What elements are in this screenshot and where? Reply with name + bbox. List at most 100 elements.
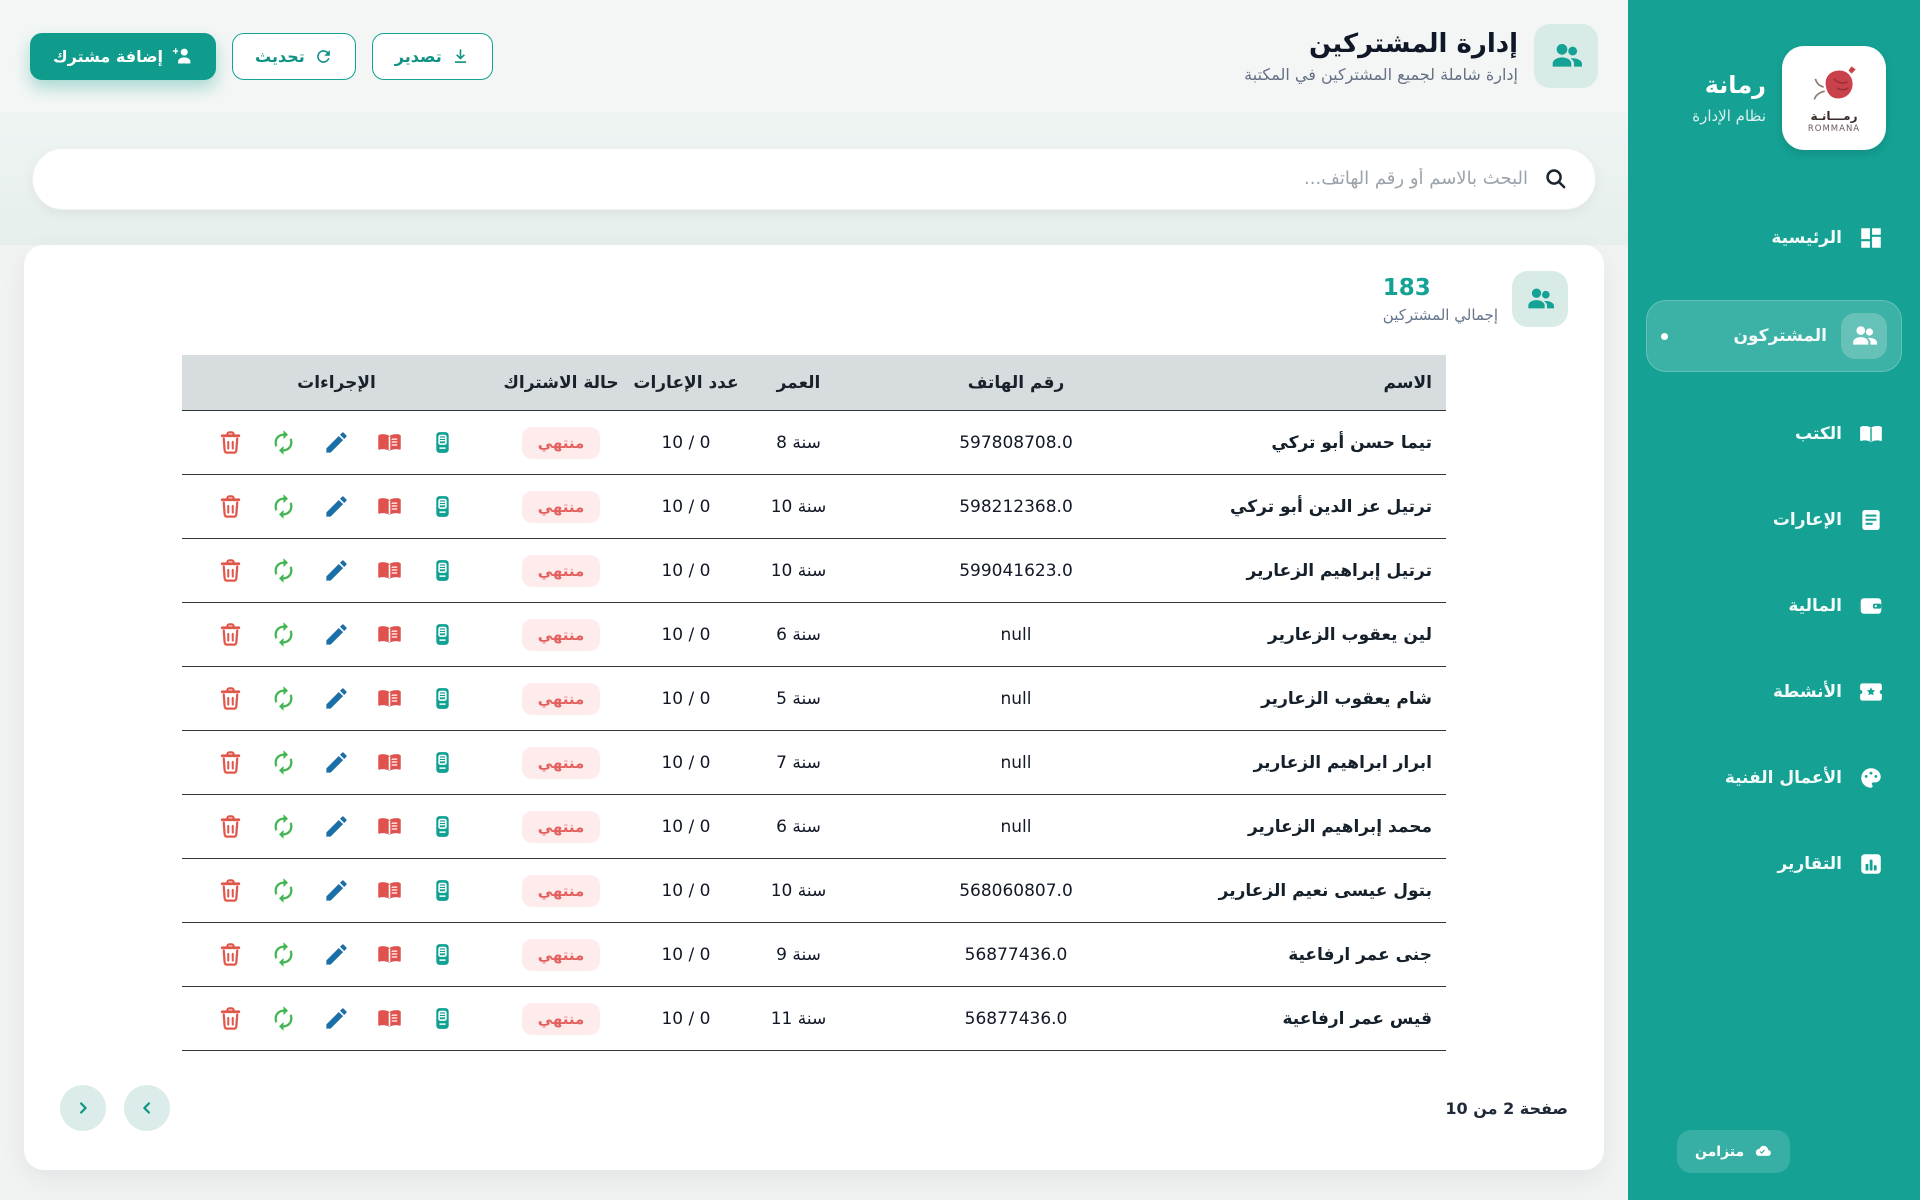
subscriber-age: 8 سنة <box>776 432 821 453</box>
person-plus-icon <box>172 47 191 63</box>
renew-action-button[interactable] <box>270 813 297 840</box>
subscriber-loans: 0 / 10 <box>661 560 711 581</box>
edit-action-button[interactable] <box>323 493 350 520</box>
loans-history-action-button[interactable] <box>376 493 403 520</box>
membership-card-action-button[interactable] <box>429 493 456 520</box>
delete-action-button[interactable] <box>217 813 244 840</box>
edit-action-button[interactable] <box>323 1005 350 1032</box>
membership-card-action-button[interactable] <box>429 941 456 968</box>
loans-history-action-button[interactable] <box>376 1005 403 1032</box>
refresh-button[interactable]: تحديث <box>232 32 356 80</box>
loans-history-action-button[interactable] <box>376 429 403 456</box>
subscriber-phone: 56877436.0 <box>964 1008 1068 1029</box>
loans-history-action-button[interactable] <box>376 749 403 776</box>
pencil-icon <box>323 496 350 523</box>
edit-action-button[interactable] <box>323 877 350 904</box>
pencil-icon <box>323 880 350 907</box>
card-icon <box>429 816 456 843</box>
edit-action-button[interactable] <box>323 941 350 968</box>
edit-action-button[interactable] <box>323 557 350 584</box>
membership-card-action-button[interactable] <box>429 749 456 776</box>
sidebar-item-home[interactable]: الرئيسية <box>1646 214 1902 262</box>
renew-icon <box>270 942 297 971</box>
card-icon <box>429 944 456 971</box>
loans-history-action-button[interactable] <box>376 685 403 712</box>
open-book-icon <box>376 1010 403 1035</box>
pencil-icon <box>323 688 350 715</box>
renew-action-button[interactable] <box>270 749 297 776</box>
dashboard-icon <box>1856 223 1886 253</box>
renew-action-button[interactable] <box>270 493 297 520</box>
row-actions <box>182 429 491 456</box>
membership-card-action-button[interactable] <box>429 1005 456 1032</box>
subscriber-age: 10 سنة <box>770 880 827 901</box>
edit-action-button[interactable] <box>323 621 350 648</box>
membership-card-action-button[interactable] <box>429 429 456 456</box>
membership-card-action-button[interactable] <box>429 685 456 712</box>
sidebar-item-activities[interactable]: الأنشطة <box>1646 668 1902 716</box>
delete-action-button[interactable] <box>217 621 244 648</box>
table-row: جنى عمر ارفاعية 56877436.0 9 سنة 0 / 10 … <box>182 923 1446 987</box>
delete-action-button[interactable] <box>217 557 244 584</box>
delete-action-button[interactable] <box>217 1005 244 1032</box>
delete-action-button[interactable] <box>217 877 244 904</box>
app-logo: رمـــانـة ROMMANA <box>1782 46 1886 150</box>
delete-action-button[interactable] <box>217 429 244 456</box>
pencil-icon <box>323 816 350 843</box>
delete-action-button[interactable] <box>217 685 244 712</box>
membership-card-action-button[interactable] <box>429 621 456 648</box>
next-page-button[interactable] <box>124 1085 170 1131</box>
card-icon <box>429 688 456 715</box>
card-icon <box>429 624 456 651</box>
renew-action-button[interactable] <box>270 621 297 648</box>
subscriber-phone: null <box>1000 816 1032 837</box>
export-button[interactable]: تصدير <box>371 32 493 80</box>
renew-action-button[interactable] <box>270 685 297 712</box>
table-row: ابرار ابراهيم الزعارير null 7 سنة 0 / 10… <box>182 731 1446 795</box>
total-subscribers-stat: 183 إجمالي المشتركين <box>24 271 1604 327</box>
sidebar-item-finance[interactable]: المالية <box>1646 582 1902 630</box>
trash-icon <box>217 623 244 651</box>
search-input[interactable] <box>61 168 1528 189</box>
membership-card-action-button[interactable] <box>429 877 456 904</box>
add-subscriber-button[interactable]: إضافة مشترك <box>30 32 217 80</box>
open-book-icon <box>376 626 403 651</box>
edit-action-button[interactable] <box>323 749 350 776</box>
loans-icon <box>1856 505 1886 535</box>
loans-history-action-button[interactable] <box>376 813 403 840</box>
edit-action-button[interactable] <box>323 429 350 456</box>
column-header-status: حالة الاشتراك <box>503 372 619 393</box>
sidebar-item-loans[interactable]: الإعارات <box>1646 496 1902 544</box>
brand: رمـــانـة ROMMANA رمانة نظام الإدارة <box>1628 0 1920 150</box>
search-icon <box>1546 169 1566 189</box>
delete-action-button[interactable] <box>217 941 244 968</box>
edit-action-button[interactable] <box>323 685 350 712</box>
content-area: 183 إجمالي المشتركين الاسم رقم الهاتف ال… <box>0 245 1628 1200</box>
renew-action-button[interactable] <box>270 877 297 904</box>
membership-card-action-button[interactable] <box>429 813 456 840</box>
sidebar-item-artworks[interactable]: الأعمال الفنية <box>1646 754 1902 802</box>
subscription-status-badge: منتهي <box>521 426 601 459</box>
membership-card-action-button[interactable] <box>429 557 456 584</box>
pencil-icon <box>323 432 350 459</box>
logo-caption-arabic: رمـــانـة <box>1810 109 1858 123</box>
loans-history-action-button[interactable] <box>376 877 403 904</box>
delete-action-button[interactable] <box>217 749 244 776</box>
chevron-right-icon <box>80 1102 87 1114</box>
renew-action-button[interactable] <box>270 429 297 456</box>
page-title: إدارة المشتركين <box>1308 28 1518 59</box>
renew-action-button[interactable] <box>270 941 297 968</box>
subscribers-table: الاسم رقم الهاتف العمر عدد الإعارات حالة… <box>182 355 1446 1051</box>
edit-action-button[interactable] <box>323 813 350 840</box>
renew-action-button[interactable] <box>270 1005 297 1032</box>
previous-page-button[interactable] <box>60 1085 106 1131</box>
loans-history-action-button[interactable] <box>376 621 403 648</box>
loans-history-action-button[interactable] <box>376 557 403 584</box>
loans-history-action-button[interactable] <box>376 941 403 968</box>
sidebar-item-books[interactable]: الكتب <box>1646 410 1902 458</box>
table-row: محمد إبراهيم الزعارير null 6 سنة 0 / 10 … <box>182 795 1446 859</box>
renew-action-button[interactable] <box>270 557 297 584</box>
sidebar-item-reports[interactable]: التقارير <box>1646 840 1902 888</box>
delete-action-button[interactable] <box>217 493 244 520</box>
sidebar-item-subscribers[interactable]: المشتركون <box>1646 300 1902 372</box>
